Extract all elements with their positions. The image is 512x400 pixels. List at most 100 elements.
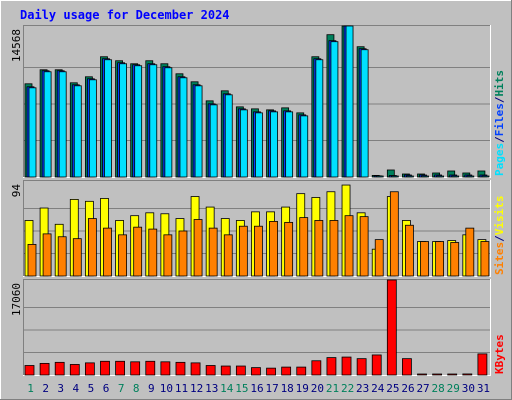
x-tick-label: 18 (281, 382, 294, 395)
legend-entry: / (493, 136, 506, 143)
legend-entry: Visits (493, 196, 506, 236)
bar-pages-day-15 (239, 109, 248, 178)
x-tick-label: 14 (220, 382, 234, 395)
bar-sites-day-18 (284, 221, 294, 277)
bar-sites-day-3 (57, 236, 67, 277)
bar-pages-day-29 (451, 175, 460, 178)
bar-sites-day-24 (374, 239, 384, 277)
x-tick-label: 13 (205, 382, 218, 395)
bar-kbytes-day-7 (115, 360, 125, 376)
y-axis-max-label: 17060 (10, 283, 23, 316)
bar-sites-day-21 (329, 220, 339, 277)
bar-pages-day-31 (481, 175, 490, 178)
bar-pages-day-22 (345, 25, 354, 178)
bar-kbytes-day-2 (39, 362, 50, 376)
bar-sites-day-8 (133, 226, 143, 277)
x-tick-label: 24 (371, 382, 385, 395)
legend-entry: KBytes (493, 334, 506, 374)
x-tick-label: 28 (432, 382, 445, 395)
bar-sites-day-9 (148, 228, 158, 277)
legend-entry: Pages (493, 143, 506, 176)
x-tick-label: 8 (133, 382, 140, 395)
x-tick-label: 27 (416, 382, 429, 395)
bar-pages-day-14 (224, 94, 233, 178)
x-tick-label: 12 (190, 382, 203, 395)
bar-pages-day-5 (88, 79, 97, 178)
bar-pages-day-17 (270, 111, 278, 178)
y-axis-max-label: 94 (10, 184, 23, 198)
bar-kbytes-day-10 (160, 361, 171, 376)
panel-visits-sites: 94 Sites/Visits (10, 180, 506, 277)
bar-kbytes-day-4 (69, 364, 80, 376)
bar-sites-day-26 (405, 224, 414, 277)
bar-pages-day-26 (406, 175, 414, 178)
panel-kbytes: 17060 KBytes (10, 279, 506, 376)
bar-sites-day-15 (238, 225, 248, 277)
x-tick-label: 22 (341, 382, 354, 395)
x-tick-label: 1 (27, 382, 34, 395)
bar-pages-day-16 (255, 112, 263, 178)
x-tick-label: 21 (326, 382, 339, 395)
bar-pages-day-20 (315, 59, 324, 178)
legend-entry: Files (493, 103, 506, 136)
legend-hits-files-pages: Pages/Files/Hits (493, 70, 506, 176)
x-tick-label: 7 (118, 382, 125, 395)
x-tick-label: 10 (160, 382, 173, 395)
x-tick-label: 29 (447, 382, 460, 395)
bar-kbytes-day-30 (462, 373, 473, 376)
bar-kbytes-day-27 (417, 373, 427, 376)
x-tick-label: 25 (386, 382, 399, 395)
bar-kbytes-day-1 (24, 365, 35, 376)
bar-pages-day-6 (104, 59, 112, 178)
bar-kbytes-day-3 (54, 361, 65, 376)
bar-pages-day-4 (73, 85, 82, 178)
bar-kbytes-day-14 (220, 365, 231, 376)
bar-sites-day-12 (193, 219, 203, 277)
bar-pages-day-10 (164, 67, 173, 178)
legend-entry: Sites (493, 242, 506, 275)
bar-kbytes-day-19 (296, 366, 307, 376)
bar-kbytes-day-22 (341, 356, 352, 376)
bar-pages-day-7 (119, 63, 127, 178)
x-tick-label: 30 (462, 382, 475, 395)
bar-pages-day-11 (179, 77, 188, 178)
bar-sites-day-19 (299, 217, 309, 277)
bar-kbytes-day-28 (432, 373, 443, 376)
bar-pages-day-8 (134, 65, 143, 178)
bar-sites-day-31 (480, 241, 490, 277)
bar-sites-day-22 (344, 215, 354, 277)
bar-sites-day-17 (269, 221, 278, 277)
x-tick-label: 15 (235, 382, 248, 395)
bar-kbytes-day-15 (235, 365, 246, 376)
x-tick-label: 6 (103, 382, 110, 395)
x-tick-label: 20 (311, 382, 324, 395)
bar-sites-day-11 (178, 230, 188, 277)
bar-kbytes-day-12 (190, 362, 201, 376)
bar-sites-day-2 (42, 233, 52, 277)
bar-sites-day-16 (254, 225, 263, 277)
bar-pages-day-25 (390, 175, 399, 178)
bar-pages-day-21 (330, 41, 339, 178)
x-tick-label: 17 (265, 382, 278, 395)
bar-pages-day-27 (421, 175, 429, 178)
bar-sites-day-23 (359, 216, 369, 277)
chart-title: Daily usage for December 2024 (20, 8, 230, 22)
bar-pages-day-18 (285, 111, 294, 178)
x-tick-label: 4 (73, 382, 80, 395)
bar-kbytes-day-24 (371, 354, 382, 376)
bar-kbytes-day-5 (84, 362, 95, 376)
bar-pages-day-3 (58, 71, 67, 178)
bar-pages-day-2 (43, 71, 52, 178)
bar-pages-day-23 (360, 49, 369, 178)
x-tick-label: 16 (250, 382, 263, 395)
x-tick-label: 23 (356, 382, 369, 395)
bar-pages-day-12 (194, 85, 203, 178)
bar-kbytes-day-17 (266, 367, 276, 376)
bar-sites-day-30 (465, 227, 475, 277)
bar-sites-day-7 (118, 234, 127, 277)
bar-kbytes-day-29 (447, 373, 458, 376)
x-tick-label: 26 (401, 382, 414, 395)
bar-kbytes-day-8 (130, 361, 141, 376)
